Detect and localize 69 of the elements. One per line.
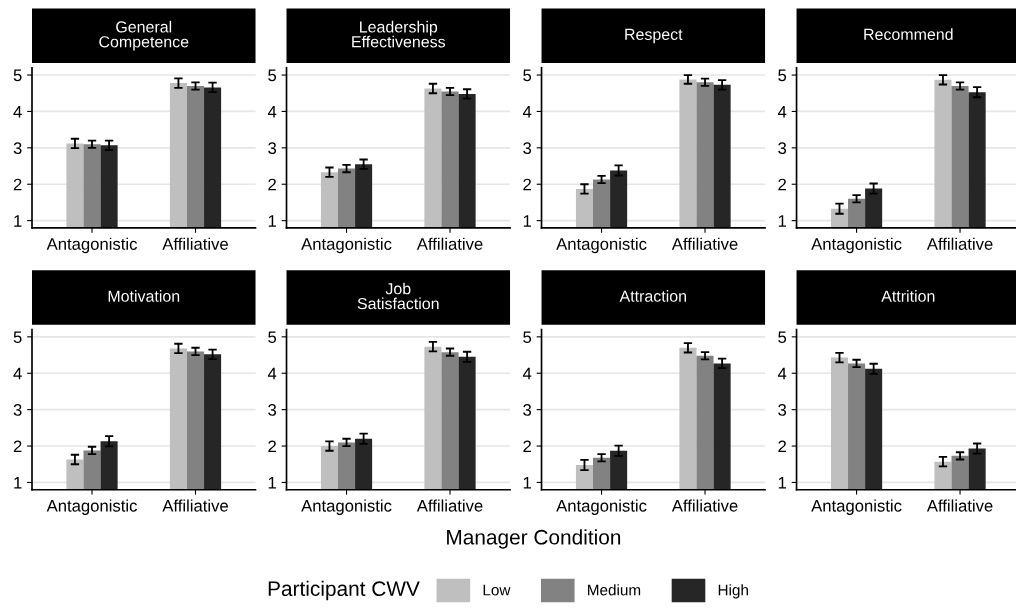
y-tick-label: 1 <box>523 215 531 227</box>
y-tick-label: 4 <box>777 367 787 380</box>
x-tick-label: Antagonistic <box>301 499 392 515</box>
x-tick-label: Affiliative <box>671 237 738 250</box>
y-tick-label: 5 <box>523 331 532 344</box>
y-tick-label: 2 <box>778 178 786 191</box>
chart-title: Recommend <box>864 28 953 41</box>
y-tick-label: 2 <box>268 178 276 191</box>
chart-title: Motivation <box>108 290 180 302</box>
y-tick-label: 4 <box>267 367 277 380</box>
y-tick-label: 1 <box>778 215 787 227</box>
y-tick-label: 5 <box>778 331 787 344</box>
y-tick-label: 4 <box>13 106 22 118</box>
chart-title: Job Satisfaction <box>357 282 439 310</box>
y-tick-label: 3 <box>523 404 532 416</box>
y-tick-label: 5 <box>268 69 277 82</box>
x-tick-label: Antagonistic <box>556 499 647 515</box>
y-tick-label: 2 <box>523 178 531 191</box>
x-tick-label: Affiliative <box>416 237 483 250</box>
y-tick-label: 5 <box>523 69 532 82</box>
y-tick-label: 1 <box>14 215 22 227</box>
y-tick-label: 4 <box>522 367 532 380</box>
x-tick-label: Antagonistic <box>301 237 392 254</box>
y-tick-label: 5 <box>13 331 22 344</box>
chart-title: General Competence <box>99 20 189 51</box>
legend-label: High <box>718 584 748 599</box>
y-tick-label: 3 <box>268 142 277 155</box>
legend-title: Participant CWV <box>268 580 420 601</box>
chart-title: Attrition <box>881 290 935 302</box>
y-tick-label: 2 <box>523 440 531 453</box>
x-tick-label: Antagonistic <box>46 499 137 515</box>
y-tick-label: 3 <box>523 142 532 155</box>
y-tick-label: 4 <box>777 106 787 118</box>
y-tick-label: 1 <box>523 477 531 489</box>
y-tick-label: 2 <box>13 178 22 191</box>
y-tick-label: 3 <box>778 404 787 416</box>
y-tick-label: 5 <box>778 69 787 82</box>
y-tick-label: 4 <box>13 367 22 380</box>
y-tick-label: 5 <box>13 69 22 82</box>
y-tick-label: 1 <box>14 477 22 489</box>
y-tick-label: 4 <box>267 106 277 118</box>
x-tick-label: Affiliative <box>416 499 483 512</box>
y-tick-label: 5 <box>268 331 277 344</box>
chart-title: Respect <box>625 28 683 44</box>
y-tick-label: 3 <box>13 404 22 416</box>
y-tick-label: 1 <box>268 215 276 227</box>
y-tick-label: 2 <box>778 440 786 453</box>
y-tick-label: 3 <box>268 404 277 416</box>
x-tick-label: Affiliative <box>926 499 993 512</box>
y-tick-label: 4 <box>522 106 532 118</box>
x-tick-label: Antagonistic <box>811 237 902 254</box>
y-tick-label: 1 <box>778 477 787 489</box>
x-tick-label: Affiliative <box>926 237 993 250</box>
x-axis-title: Manager Condition <box>447 529 621 549</box>
y-tick-label: 2 <box>268 440 276 453</box>
y-tick-label: 3 <box>13 142 22 155</box>
x-tick-label: Affiliative <box>671 499 738 512</box>
x-tick-label: Affiliative <box>162 499 228 512</box>
y-tick-label: 3 <box>778 142 787 155</box>
legend-label: Medium <box>588 584 641 596</box>
x-tick-label: Antagonistic <box>46 237 137 254</box>
x-tick-label: Antagonistic <box>811 499 902 515</box>
x-tick-label: Affiliative <box>162 237 228 250</box>
y-tick-label: 1 <box>268 477 276 489</box>
x-tick-label: Antagonistic <box>556 237 647 254</box>
chart-title: Leadership Effectiveness <box>352 20 446 48</box>
chart-title: Attraction <box>619 290 686 302</box>
y-tick-label: 2 <box>13 440 22 453</box>
legend-label: Low <box>483 584 511 596</box>
